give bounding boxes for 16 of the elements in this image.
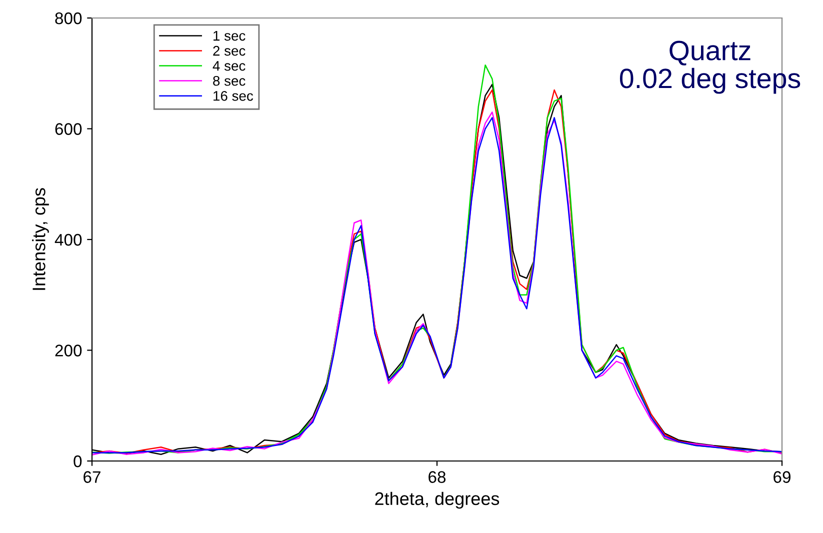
x-tick-label: 68	[428, 471, 446, 483]
y-tick-label: 800	[55, 12, 82, 24]
x-tick-label: 69	[774, 471, 790, 483]
x-tick-label: 67	[84, 471, 100, 483]
x-axis-title: 2theta, degrees	[375, 492, 500, 509]
legend-label: 8 sec	[213, 76, 246, 86]
legend-label: 1 sec	[214, 31, 246, 41]
legend-label: 4 sec	[212, 61, 246, 71]
legend-label: 2 sec	[213, 46, 246, 56]
annotation: Quartz 0.02 deg steps	[620, 40, 800, 94]
legend-label: 16 sec	[214, 90, 254, 101]
y-tick-label: 0	[74, 455, 82, 468]
y-tick-label: 600	[55, 123, 82, 135]
y-tick-label: 400	[54, 234, 82, 246]
y-tick-label: 200	[55, 344, 82, 356]
y-axis-title: Intensity, cps	[32, 188, 49, 290]
